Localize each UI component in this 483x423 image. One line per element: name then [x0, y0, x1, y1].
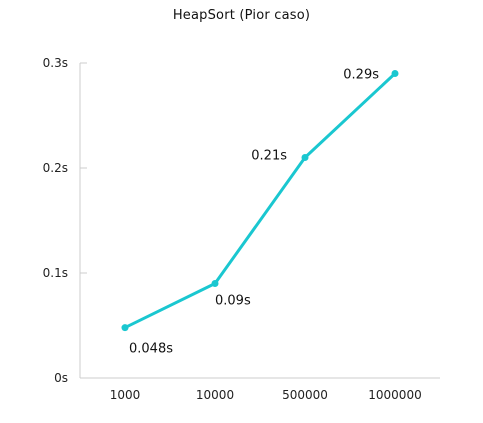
- data-point: [391, 70, 399, 77]
- y-tick-label: 0.1s: [43, 266, 68, 280]
- y-tick-label: 0.2s: [43, 161, 68, 175]
- data-label: 0.09s: [215, 294, 251, 309]
- data-point: [121, 324, 129, 332]
- x-tick-label: 1000000: [368, 388, 421, 402]
- data-label: 0.048s: [129, 342, 173, 357]
- data-label: 0.21s: [251, 149, 287, 164]
- chart-title: HeapSort (Pior caso): [172, 8, 311, 23]
- y-tick-label: 0.3s: [43, 56, 68, 70]
- x-tick-label: 500000: [282, 388, 328, 402]
- data-label: 0.29s: [343, 68, 379, 83]
- data-point: [211, 280, 219, 287]
- y-tick-label: 0s: [54, 371, 68, 385]
- x-tick-label: 1000: [110, 388, 141, 402]
- series-line: [123, 72, 397, 330]
- x-tick-label: 10000: [196, 388, 234, 402]
- data-point: [301, 154, 309, 161]
